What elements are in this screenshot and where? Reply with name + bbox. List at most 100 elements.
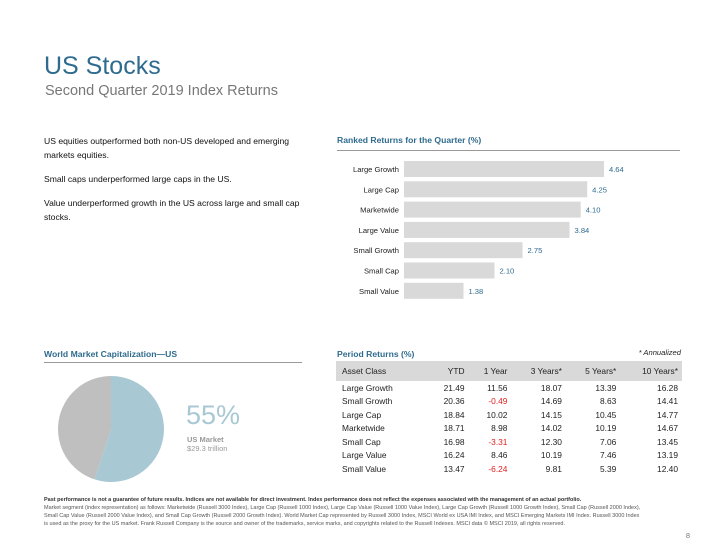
return-cell: 16.98: [443, 436, 465, 447]
us-market-value: $29.3 trillion: [187, 444, 228, 453]
asset-class-cell: Small Value: [342, 463, 387, 474]
return-cell: 21.49: [443, 382, 465, 393]
return-cell: 13.45: [657, 436, 678, 447]
return-cell: -3.31: [488, 436, 508, 447]
bar-value-label: 4.25: [592, 185, 607, 194]
return-cell: 16.28: [657, 382, 678, 393]
return-cell: 14.41: [657, 396, 678, 407]
page-title: US Stocks: [44, 52, 161, 80]
bar: [404, 181, 588, 198]
column-header: YTD: [447, 366, 465, 376]
table-row: Large Cap 18.84 10.02 14.15 10.45 14.77: [336, 408, 682, 422]
return-cell: 13.39: [595, 382, 617, 393]
return-cell: 12.30: [540, 436, 562, 447]
return-cell: 13.19: [657, 450, 678, 461]
divider: [44, 362, 302, 363]
asset-class-cell: Marketwide: [342, 423, 385, 434]
return-cell: 14.67: [657, 423, 678, 434]
bar-category-label: Small Growth: [353, 246, 399, 255]
annualized-note: * Annualized: [638, 348, 681, 357]
asset-class-cell: Large Value: [342, 450, 387, 461]
disclaimer: Past performance is not a guarantee of f…: [44, 496, 644, 528]
disclaimer-bold: Past performance is not a guarantee of f…: [44, 497, 582, 503]
summary-point: Small caps underperformed large caps in …: [44, 174, 232, 184]
market-cap-title: World Market Capitalization—US: [44, 349, 178, 359]
bar-value-label: 2.75: [528, 246, 543, 255]
asset-class-cell: Large Growth: [342, 382, 393, 393]
table-row: Small Value 13.47 -6.24 9.81 5.39 12.40: [336, 462, 682, 476]
table-row: Large Value 16.24 8.46 10.19 7.46 13.19: [336, 449, 682, 463]
us-market-label: US Market: [187, 435, 224, 444]
return-cell: 16.24: [443, 450, 465, 461]
return-cell: 14.77: [657, 409, 678, 420]
period-returns-table: Asset Class YTD 1 Year 3 Years* 5 Years* 10 Y…: [336, 361, 682, 476]
column-header: Asset Class: [342, 366, 387, 376]
summary-point: Value underperformed growth in the US ac…: [44, 198, 300, 222]
column-header: 5 Years*: [585, 366, 617, 376]
return-cell: 18.84: [443, 409, 465, 420]
bar-value-label: 3.84: [575, 226, 590, 235]
return-cell: 10.19: [595, 423, 617, 434]
table-row: Large Growth 21.49 11.56 18.07 13.39 16.28: [336, 381, 682, 395]
return-cell: 18.07: [540, 382, 562, 393]
asset-class-cell: Small Cap: [342, 436, 381, 447]
return-cell: 9.81: [545, 463, 562, 474]
bar-category-label: Large Value: [359, 226, 399, 235]
table-row: Small Cap 16.98 -3.31 12.30 7.06 13.45: [336, 435, 682, 449]
return-cell: 10.02: [486, 409, 508, 420]
column-header: 10 Years*: [642, 366, 678, 376]
bar: [404, 221, 570, 238]
bar-value-label: 2.10: [500, 267, 515, 276]
return-cell: 12.40: [657, 463, 678, 474]
return-cell: 20.36: [443, 396, 465, 407]
bar: [404, 262, 495, 279]
period-returns-title: Period Returns (%): [337, 349, 415, 359]
page-number: 8: [685, 531, 690, 540]
divider: [337, 150, 680, 151]
return-cell: 14.02: [540, 423, 562, 434]
return-cell: 14.15: [540, 409, 562, 420]
bar-category-label: Marketwide: [360, 206, 399, 215]
bar-value-label: 4.10: [586, 206, 601, 215]
asset-class-cell: Small Growth: [342, 396, 393, 407]
return-cell: 7.06: [600, 436, 617, 447]
disclaimer-text: Market segment (index representation) as…: [44, 505, 641, 527]
bar-category-label: Small Value: [359, 287, 399, 296]
return-cell: 14.69: [540, 396, 562, 407]
bar-category-label: Large Cap: [364, 185, 399, 194]
bar-value-label: 1.38: [468, 287, 483, 296]
divider: [337, 362, 680, 363]
us-market-percent: 55%: [186, 400, 241, 430]
pie-slice: [94, 376, 164, 482]
return-cell: 10.19: [540, 450, 562, 461]
pie-slice: [57, 376, 111, 480]
return-cell: 10.45: [595, 409, 617, 420]
bar-category-label: Large Growth: [353, 165, 399, 174]
column-header: 3 Years*: [530, 366, 562, 376]
return-cell: 8.98: [491, 423, 508, 434]
return-cell: 8.63: [600, 396, 617, 407]
us-market-caption: US Market $29.3 trillion: [187, 435, 227, 453]
summary-text: US equities outperformed both non-US dev…: [44, 134, 304, 234]
return-cell: 13.47: [443, 463, 465, 474]
bar: [404, 242, 523, 259]
bar: [404, 201, 581, 218]
ranked-returns-title: Ranked Returns for the Quarter (%): [337, 135, 482, 145]
bar: [404, 161, 604, 177]
page-subtitle: Second Quarter 2019 Index Returns: [45, 83, 278, 99]
return-cell: 8.46: [491, 450, 508, 461]
bar-value-label: 4.64: [609, 165, 624, 174]
return-cell: 7.46: [600, 450, 617, 461]
table-row: Small Growth 20.36 -0.49 14.69 8.63 14.41: [336, 395, 682, 409]
summary-point: US equities outperformed both non-US dev…: [44, 136, 290, 160]
table-row: Marketwide 18.71 8.98 14.02 10.19 14.67: [336, 422, 682, 436]
bar-category-label: Small Cap: [364, 267, 399, 276]
return-cell: -6.24: [488, 463, 508, 474]
return-cell: 11.56: [487, 382, 508, 393]
return-cell: 18.71: [443, 423, 465, 434]
return-cell: 5.39: [600, 463, 617, 474]
asset-class-cell: Large Cap: [342, 409, 382, 420]
bar: [404, 282, 464, 299]
return-cell: -0.49: [488, 396, 508, 407]
